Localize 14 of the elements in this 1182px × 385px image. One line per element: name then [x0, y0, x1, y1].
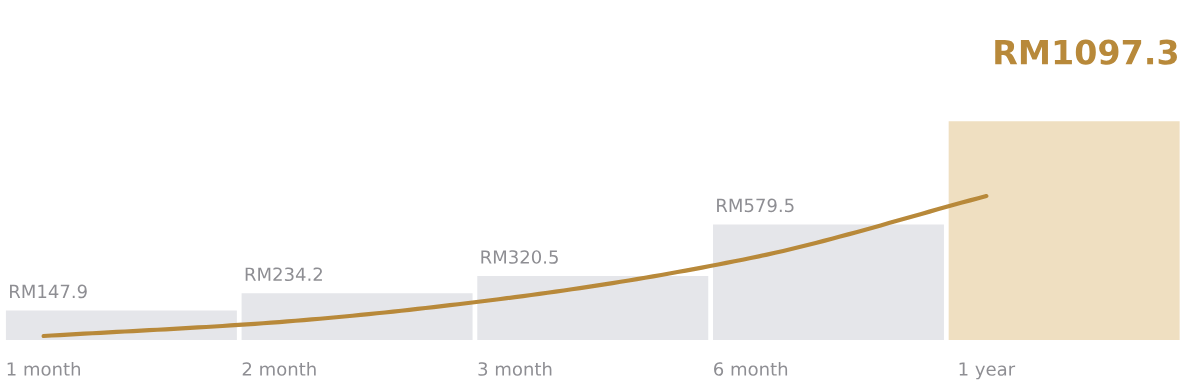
bar [712, 224, 944, 340]
data-label: RM1097.3 [995, 39, 1177, 65]
bar [241, 293, 473, 340]
x-tick-label: 2 month [242, 361, 316, 376]
bar [477, 276, 709, 340]
data-label: RM579.5 [717, 198, 794, 213]
data-label: RM147.9 [10, 284, 87, 299]
data-label: RM234.2 [245, 267, 322, 282]
bar [948, 121, 1180, 340]
x-tick-label: 1 month [7, 361, 80, 376]
x-tick-label: 3 month [478, 361, 552, 376]
x-tick-label: 1 year [959, 362, 1016, 380]
x-tick-label: 6 month [714, 361, 788, 376]
data-label: RM320.5 [481, 250, 558, 264]
